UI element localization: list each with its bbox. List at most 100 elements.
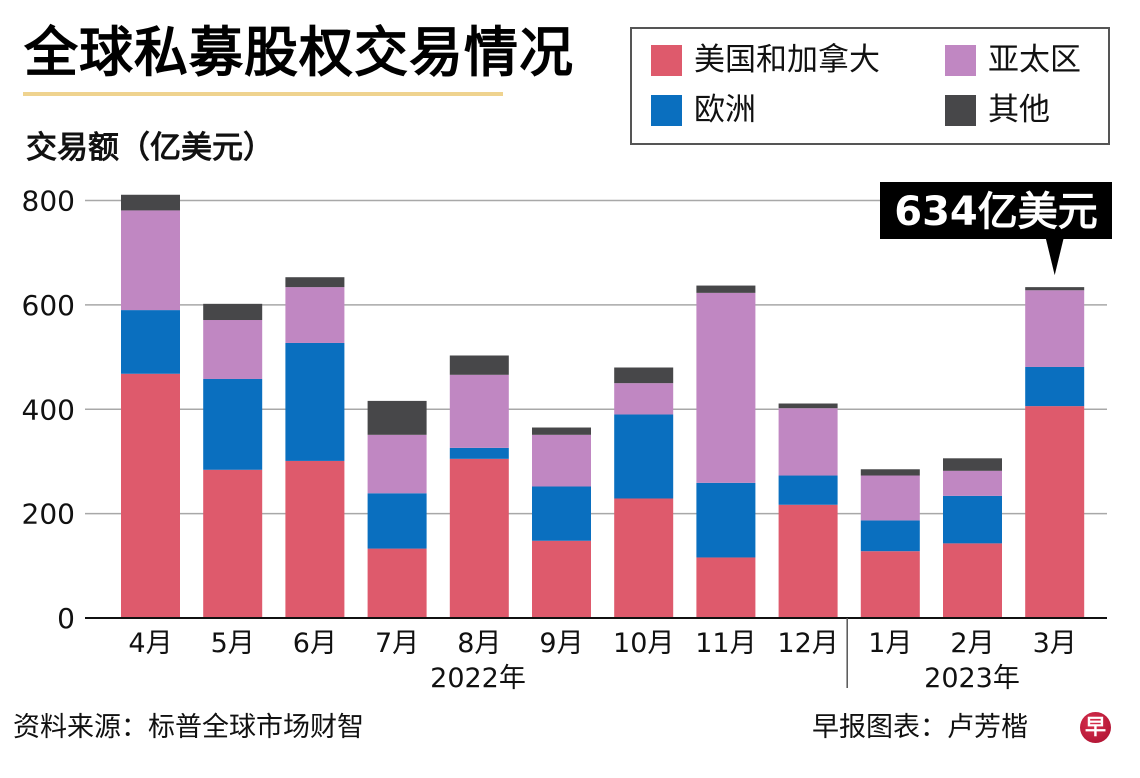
annotation-callout: 634亿美元 bbox=[880, 182, 1112, 276]
bar-stack bbox=[203, 303, 263, 618]
bar-stack bbox=[778, 403, 838, 618]
callout-box bbox=[880, 182, 1112, 239]
bar-segment-other bbox=[367, 400, 427, 435]
x-tick-label: 3月 bbox=[1033, 628, 1077, 659]
legend-swatch-europe bbox=[651, 94, 682, 126]
legend-label: 欧洲 bbox=[694, 92, 756, 128]
bar-segment-europe bbox=[943, 495, 1002, 544]
bar-segment-us-canada bbox=[696, 557, 756, 618]
bar-segment-europe bbox=[696, 482, 756, 558]
bar-segment-asia-pacific bbox=[367, 434, 427, 494]
bar-segment-europe bbox=[778, 475, 838, 505]
callout-pointer bbox=[1045, 238, 1064, 276]
bar-segment-asia-pacific bbox=[860, 475, 920, 521]
source-note: 资料来源：标普全球市场财智 bbox=[13, 712, 364, 743]
zaobao-logo-icon: 早 bbox=[1080, 712, 1111, 743]
bar-segment-europe bbox=[121, 310, 180, 374]
bar-segment-europe bbox=[1025, 366, 1085, 407]
x-tick-label: 7月 bbox=[375, 628, 419, 659]
legend-item-europe: 欧洲 bbox=[651, 92, 756, 128]
bar-segment-us-canada bbox=[943, 543, 1002, 618]
bar-segment-asia-pacific bbox=[614, 383, 674, 415]
bar-stack bbox=[696, 285, 756, 618]
x-tick-label: 5月 bbox=[211, 628, 255, 659]
y-axis-ticks: 0 200 400 600 800 bbox=[22, 185, 75, 636]
bar-stack bbox=[1025, 287, 1085, 618]
bar-segment-asia-pacific bbox=[449, 374, 509, 448]
bar-segment-other bbox=[696, 285, 756, 293]
bar-stack bbox=[532, 427, 591, 618]
bar-segment-europe bbox=[285, 342, 345, 461]
bar-segment-asia-pacific bbox=[696, 292, 756, 483]
legend-item-asia-pacific: 亚太区 bbox=[945, 42, 1081, 78]
bar-segment-other bbox=[614, 367, 674, 384]
bar-segment-us-canada bbox=[449, 458, 509, 618]
bar-stack bbox=[614, 367, 674, 618]
bar-segment-us-canada bbox=[367, 548, 427, 618]
legend-swatch-asia-pacific bbox=[945, 44, 976, 76]
bar-segment-other bbox=[1025, 287, 1085, 291]
bar-segment-other bbox=[449, 355, 509, 375]
x-tick-label: 9月 bbox=[539, 628, 583, 659]
legend-swatch-us-canada bbox=[651, 44, 682, 76]
bar-segment-us-canada bbox=[285, 460, 345, 618]
bar-segment-other bbox=[203, 303, 263, 321]
bar-segment-asia-pacific bbox=[121, 210, 180, 311]
y-tick-label: 400 bbox=[22, 393, 75, 426]
bar-stack bbox=[860, 469, 920, 618]
bar-segment-other bbox=[532, 427, 591, 435]
bar-segment-us-canada bbox=[1025, 406, 1085, 618]
legend-item-us-canada: 美国和加拿大 bbox=[651, 42, 880, 78]
x-tick-label: 10月 bbox=[613, 628, 674, 659]
bar-segment-us-canada bbox=[614, 498, 674, 618]
bar-segment-us-canada bbox=[121, 373, 180, 618]
y-tick-label: 0 bbox=[57, 602, 75, 635]
legend: 美国和加拿大 亚太区 欧洲 其他 bbox=[630, 27, 1110, 145]
x-axis bbox=[85, 617, 1107, 688]
bar-segment-asia-pacific bbox=[778, 408, 838, 476]
bar-segment-us-canada bbox=[203, 469, 263, 618]
y-axis-label: 交易额（亿美元） bbox=[26, 130, 274, 166]
bar-segment-europe bbox=[203, 378, 263, 470]
x-tick-label: 2月 bbox=[950, 628, 994, 659]
bars bbox=[121, 194, 1085, 618]
x-tick-label: 8月 bbox=[457, 628, 501, 659]
bar-segment-asia-pacific bbox=[943, 470, 1002, 496]
bar-segment-europe bbox=[449, 447, 509, 459]
bar-segment-europe bbox=[614, 414, 674, 499]
bar-stack bbox=[121, 194, 180, 618]
x-tick-label: 11月 bbox=[695, 628, 756, 659]
bar-segment-us-canada bbox=[778, 504, 838, 618]
y-tick-label: 600 bbox=[22, 289, 75, 322]
title-underline bbox=[23, 92, 503, 96]
credit-note: 早报图表：卢芳楷 bbox=[812, 712, 1028, 743]
year-label: 2022年 bbox=[430, 663, 526, 694]
bar-stack bbox=[285, 277, 345, 618]
bar-segment-other bbox=[121, 194, 180, 211]
bar-segment-other bbox=[943, 458, 1002, 471]
x-tick-label: 12月 bbox=[777, 628, 838, 659]
callout-label: 634亿美元 bbox=[894, 189, 1098, 235]
bar-stack bbox=[943, 458, 1002, 618]
bar-stack bbox=[449, 355, 509, 618]
bar-segment-other bbox=[860, 469, 920, 476]
bar-segment-asia-pacific bbox=[532, 434, 591, 487]
bar-stack bbox=[367, 400, 427, 618]
bar-segment-other bbox=[285, 277, 345, 288]
year-label: 2023年 bbox=[924, 663, 1020, 694]
bar-segment-asia-pacific bbox=[285, 287, 345, 343]
x-axis-labels: 4月 5月 6月 7月 8月 9月 10月 11月 12月 1月 2月 3月 2022年 2023年 bbox=[128, 628, 1076, 694]
bar-segment-asia-pacific bbox=[203, 320, 263, 379]
legend-swatch-other bbox=[945, 94, 976, 126]
bar-segment-us-canada bbox=[532, 540, 591, 618]
chart-title: 全球私募股权交易情况 bbox=[24, 21, 574, 84]
bar-segment-asia-pacific bbox=[1025, 290, 1085, 367]
x-tick-label: 4月 bbox=[128, 628, 172, 659]
legend-label: 其他 bbox=[988, 92, 1050, 128]
y-tick-label: 200 bbox=[22, 498, 75, 531]
x-tick-label: 1月 bbox=[868, 628, 912, 659]
bar-segment-us-canada bbox=[860, 551, 920, 618]
legend-label: 美国和加拿大 bbox=[694, 42, 880, 78]
x-tick-label: 6月 bbox=[293, 628, 337, 659]
